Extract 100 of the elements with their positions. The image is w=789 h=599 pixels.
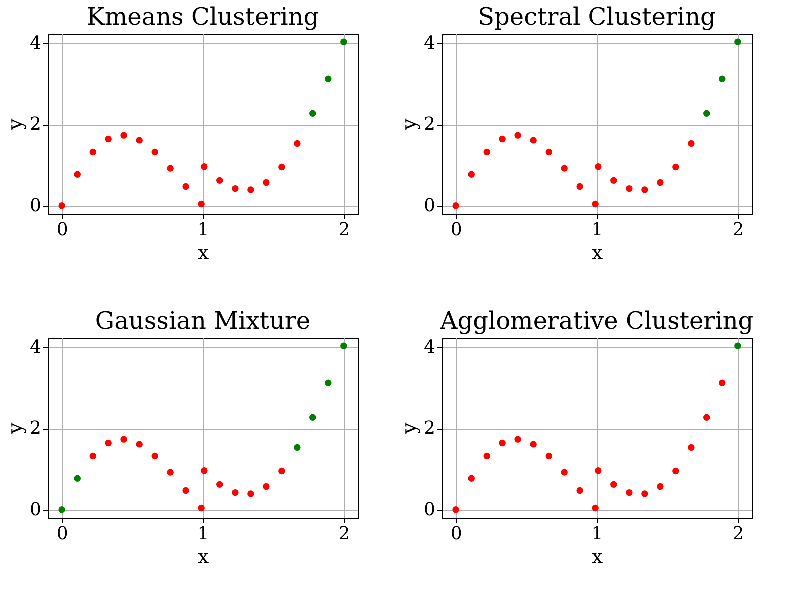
point	[642, 186, 648, 194]
point	[595, 164, 602, 170]
point	[514, 436, 522, 443]
point	[310, 110, 316, 117]
point	[468, 171, 475, 178]
point	[484, 452, 490, 460]
point	[167, 165, 174, 172]
x-tick-label: 1	[198, 220, 210, 240]
point	[530, 137, 537, 144]
point	[136, 137, 143, 144]
point	[340, 342, 348, 350]
point	[325, 380, 332, 386]
point	[688, 140, 695, 148]
point	[561, 165, 568, 172]
point	[340, 38, 348, 46]
y-tick-label: 2	[30, 114, 42, 136]
point	[657, 179, 664, 186]
point	[704, 414, 710, 421]
point	[152, 452, 158, 460]
y-axis-title: y	[397, 422, 422, 436]
point	[74, 171, 81, 178]
point	[105, 440, 112, 447]
point	[719, 380, 726, 386]
point	[136, 441, 143, 448]
x-tick-label: 1	[592, 220, 604, 240]
point	[514, 132, 522, 139]
point	[592, 504, 599, 512]
chart-title: Spectral Clustering	[478, 3, 716, 31]
y-tick-label: 4	[30, 32, 42, 54]
point	[626, 489, 633, 496]
y-tick-label: 4	[30, 336, 42, 358]
y-tick-label: 4	[424, 32, 436, 54]
chart-title: Kmeans Clustering	[86, 3, 320, 31]
point	[576, 487, 584, 494]
y-tick-label: 0	[424, 195, 436, 216]
point	[90, 452, 96, 460]
x-tick-label: 0	[56, 220, 68, 240]
point	[719, 76, 726, 82]
point	[201, 468, 208, 474]
point	[734, 342, 742, 350]
point	[310, 414, 316, 421]
y-tick-label: 2	[30, 418, 42, 440]
point	[468, 475, 475, 482]
point	[734, 38, 742, 46]
x-tick-label: 2	[338, 524, 350, 544]
y-axis-title: y	[3, 422, 28, 436]
point	[152, 148, 158, 156]
point	[610, 177, 618, 184]
point	[167, 469, 174, 476]
point	[704, 110, 710, 117]
point	[198, 200, 205, 208]
point	[90, 148, 96, 156]
x-tick-label: 2	[732, 524, 744, 544]
point	[58, 202, 66, 210]
point	[325, 76, 332, 82]
point	[263, 483, 270, 490]
x-tick-label: 2	[732, 220, 744, 240]
x-tick-label: 0	[450, 524, 462, 544]
y-axis-title: y	[397, 118, 422, 132]
point	[278, 164, 286, 171]
point	[120, 132, 128, 139]
x-axis-title: x	[198, 544, 210, 568]
point	[576, 183, 584, 190]
y-tick-label: 2	[424, 418, 436, 440]
point	[688, 444, 695, 452]
point	[595, 468, 602, 474]
point	[248, 490, 254, 498]
point	[74, 475, 81, 482]
point	[610, 481, 618, 488]
point	[657, 483, 664, 490]
point	[182, 183, 190, 190]
y-tick-label: 0	[30, 195, 42, 216]
point	[499, 440, 506, 447]
point	[216, 481, 224, 488]
point	[530, 441, 537, 448]
y-axis-title: y	[3, 118, 28, 132]
point	[216, 177, 224, 184]
point	[263, 179, 270, 186]
x-tick-label: 0	[450, 220, 462, 240]
chart-title: Agglomerative Clustering	[439, 307, 754, 335]
point	[672, 468, 680, 475]
point	[105, 136, 112, 143]
point	[626, 185, 633, 192]
y-tick-label: 0	[424, 499, 436, 520]
point	[642, 490, 648, 498]
x-tick-label: 1	[198, 524, 210, 544]
point	[120, 436, 128, 443]
point	[546, 148, 552, 156]
point	[294, 444, 301, 452]
point	[499, 136, 506, 143]
point	[201, 164, 208, 170]
point	[182, 487, 190, 494]
chart-title: Gaussian Mixture	[95, 307, 311, 335]
point	[672, 164, 680, 171]
point	[452, 202, 460, 210]
x-tick-label: 0	[56, 524, 68, 544]
point	[294, 140, 301, 148]
y-tick-label: 4	[424, 336, 436, 358]
point	[248, 186, 254, 194]
point	[198, 504, 205, 512]
